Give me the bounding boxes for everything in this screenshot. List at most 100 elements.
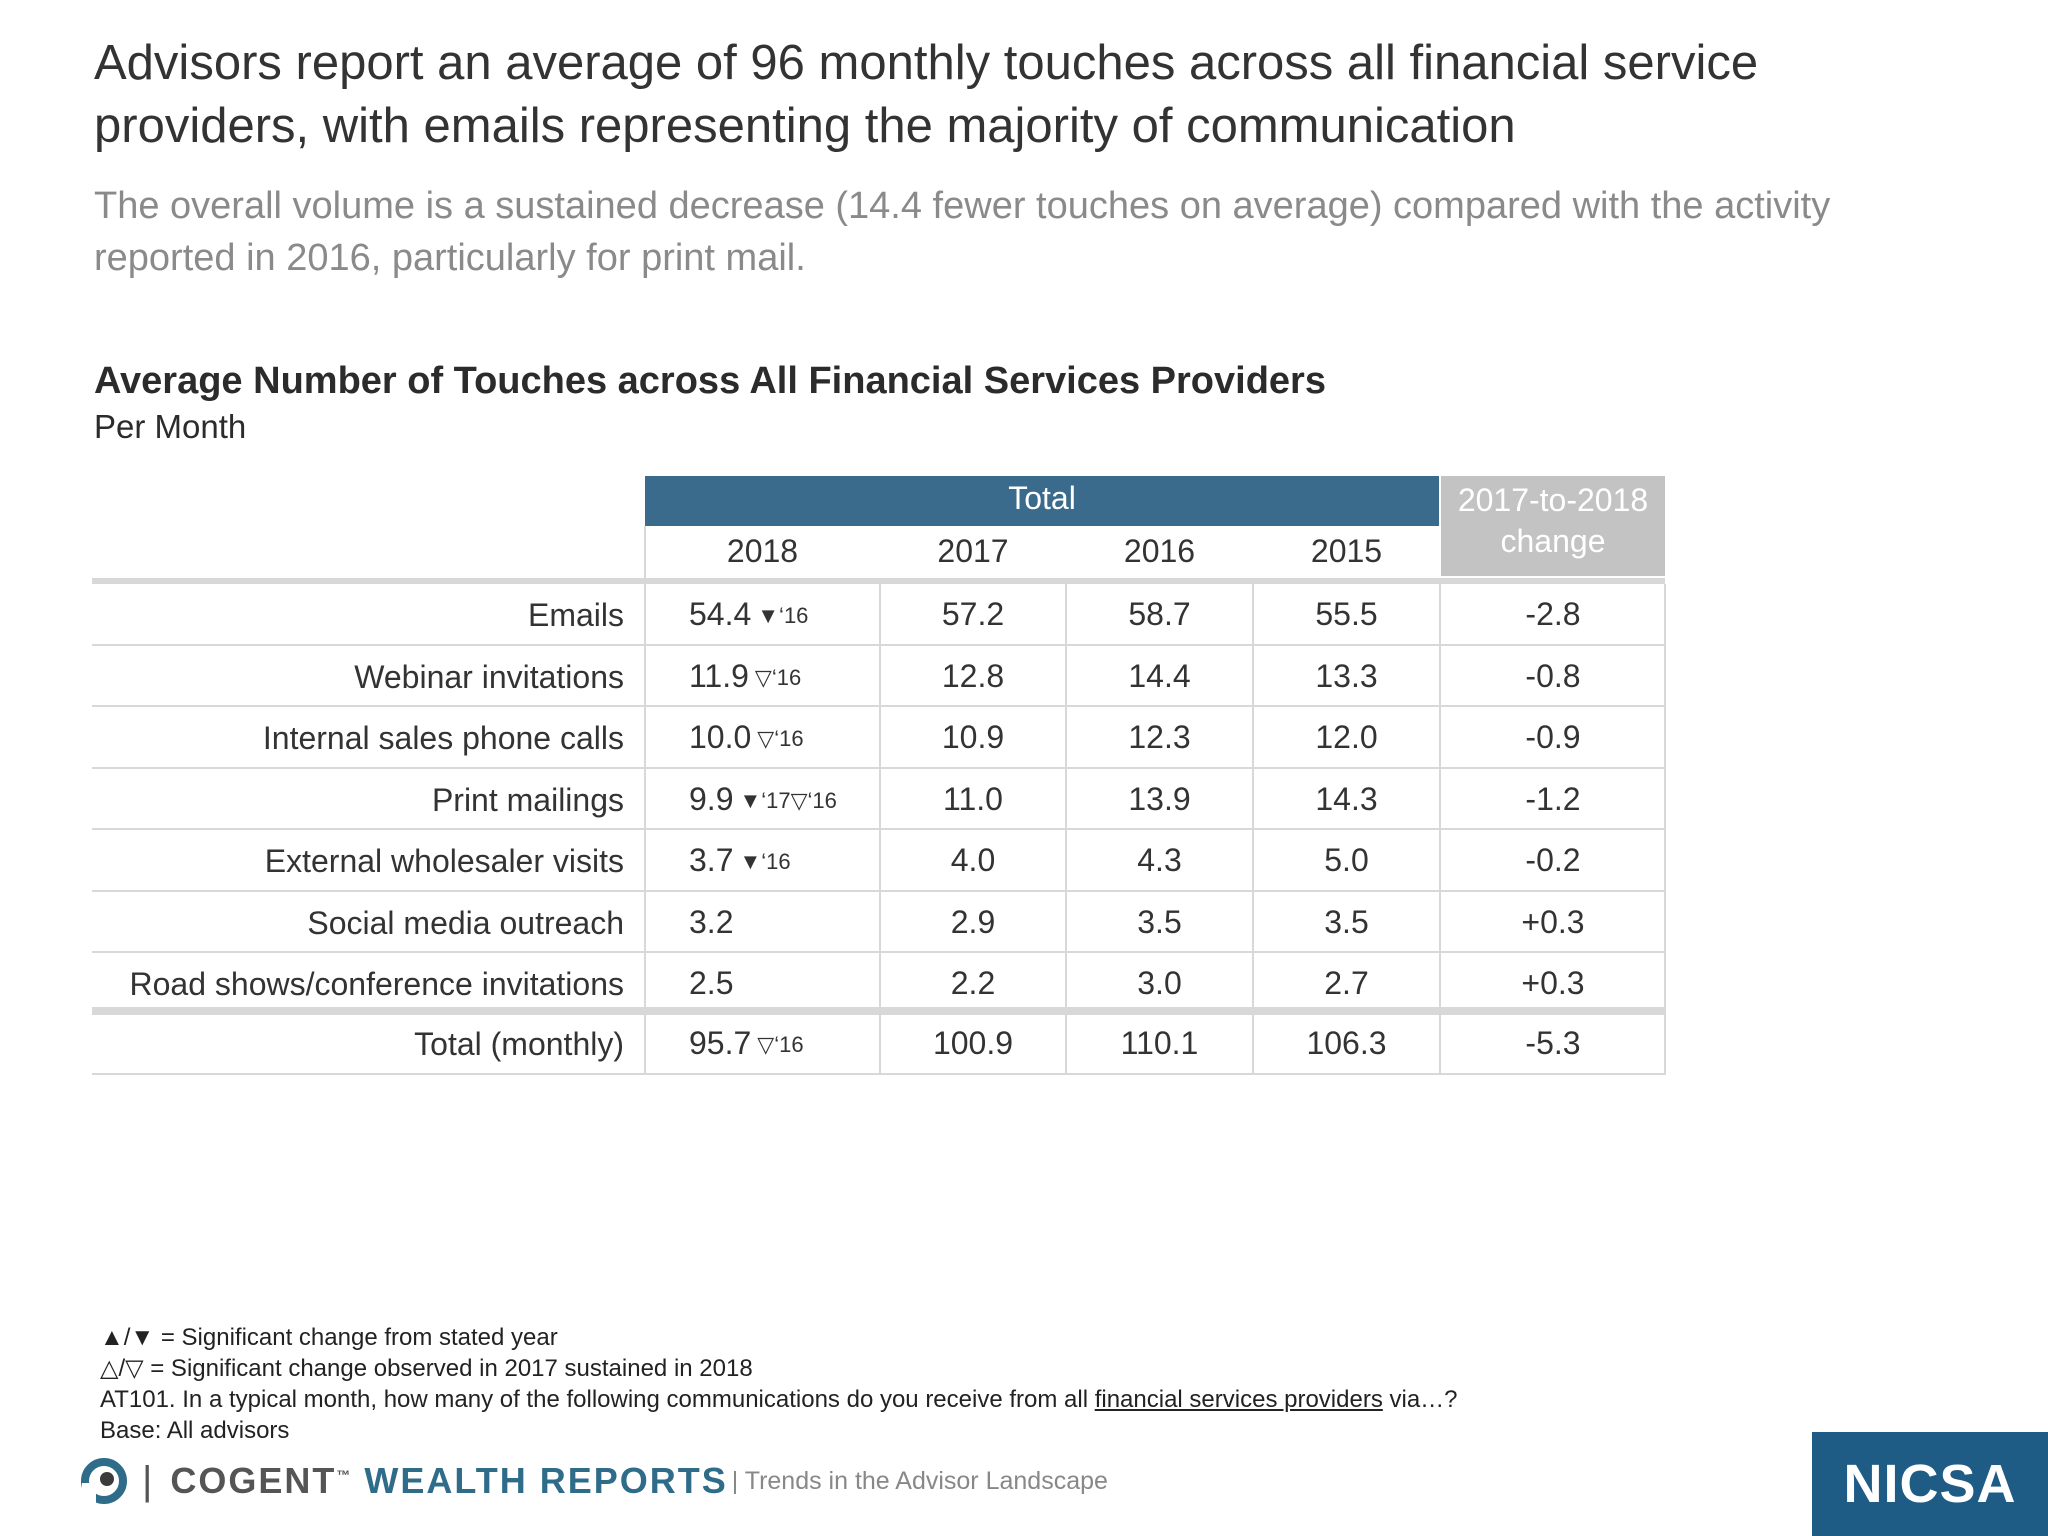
column-divider — [1664, 768, 1666, 830]
column-divider — [1065, 707, 1067, 769]
column-divider — [1065, 830, 1067, 892]
column-divider — [1439, 1013, 1441, 1075]
column-divider — [644, 1013, 646, 1075]
table-row — [92, 646, 1665, 707]
table-row — [92, 830, 1665, 892]
cell-value: 4.0 — [950, 842, 996, 878]
column-divider — [1664, 1013, 1666, 1075]
row-label: Webinar invitations — [354, 658, 624, 695]
cell-v2016: 58.7 — [1066, 594, 1253, 634]
question-prefix: AT101. In a typical month, how many of t… — [100, 1386, 1095, 1413]
cell-value: 10.9 — [941, 719, 1005, 755]
page-subtitle: The overall volume is a sustained decrea… — [94, 185, 1831, 279]
column-divider — [879, 707, 881, 769]
cell-v2015: 106.3 — [1253, 1023, 1440, 1063]
footnotes: ▲/▼ = Significant change from stated yea… — [100, 1322, 1458, 1446]
year-header-2017: 2017 — [937, 533, 1009, 569]
column-divider — [644, 768, 646, 830]
column-divider — [644, 584, 646, 646]
row-label: Total (monthly) — [414, 1026, 624, 1062]
significance-marker: ▼‘17▽‘16 — [739, 787, 837, 813]
cell-change: -1.2 — [1441, 779, 1665, 819]
column-divider — [1252, 830, 1254, 892]
column-divider — [1664, 584, 1666, 646]
brand-cogent: COGENT — [170, 1460, 337, 1501]
column-divider — [1252, 891, 1254, 953]
table-row — [92, 953, 1665, 1015]
column-divider — [1252, 584, 1254, 646]
column-divider — [1065, 1013, 1067, 1075]
cell-value: 11.9 — [689, 657, 749, 694]
row-label: Internal sales phone calls — [262, 720, 624, 756]
column-divider — [879, 891, 881, 953]
change-header-line2: change — [1500, 523, 1606, 559]
cell-v2017: 2.9 — [880, 902, 1066, 942]
cell-v2016: 3.5 — [1066, 902, 1253, 942]
cell-value: 13.9 — [1128, 780, 1191, 817]
column-divider — [1664, 953, 1666, 1015]
cogent-logo-icon — [81, 1458, 127, 1504]
cell-value: 4.3 — [1137, 842, 1182, 878]
cell-v2017: 4.0 — [880, 840, 1066, 880]
footer-divider-icon: | — [142, 1458, 153, 1503]
column-divider — [1664, 830, 1666, 892]
significance-marker: ▽‘16 — [754, 664, 802, 690]
year-header-2015: 2015 — [1310, 533, 1383, 569]
total-row — [92, 1013, 1665, 1075]
cell-value: -1.2 — [1525, 780, 1581, 817]
cell-v2017: 12.8 — [880, 656, 1066, 696]
cell-value: 2.5 — [689, 965, 734, 1001]
year-header-2016: 2016 — [1123, 533, 1196, 569]
row-label: Social media outreach — [307, 904, 624, 941]
significance-marker: ▼‘16 — [739, 849, 791, 874]
cell-value: 3.5 — [1324, 903, 1369, 940]
cell-v2016: 14.4 — [1066, 656, 1253, 696]
cell-value: 5.0 — [1324, 842, 1369, 878]
cell-v2016: 4.3 — [1066, 840, 1253, 880]
cell-value: -5.3 — [1525, 1025, 1581, 1061]
cell-v2017: 57.2 — [880, 594, 1066, 634]
column-divider — [1664, 707, 1666, 769]
footer-brand: | COGENT™ WEALTH REPORTS | Trends in the… — [80, 1456, 1108, 1506]
cell-v2016: 13.9 — [1066, 779, 1253, 819]
total-group-header: Total — [645, 476, 1439, 526]
cell-value: 3.7 — [689, 842, 734, 878]
row-label: Emails — [527, 597, 624, 633]
header-rule — [92, 578, 1665, 584]
cell-v2015: 5.0 — [1253, 840, 1440, 880]
cell-value: 57.2 — [941, 596, 1005, 632]
cell-value: 3.2 — [689, 903, 734, 940]
cell-value: 106.3 — [1306, 1025, 1387, 1061]
column-divider — [644, 645, 646, 707]
column-divider — [1439, 584, 1441, 646]
column-divider — [1065, 645, 1067, 707]
column-divider — [644, 891, 646, 953]
cell-change: -0.8 — [1441, 656, 1665, 696]
cell-value: 58.7 — [1128, 596, 1191, 632]
cell-change: +0.3 — [1441, 902, 1665, 942]
cell-v2018: 11.9 ▽‘16 — [645, 656, 880, 698]
column-divider — [644, 707, 646, 769]
cell-v2017: 11.0 — [880, 779, 1066, 819]
cell-value: 100.9 — [932, 1025, 1014, 1061]
column-divider — [879, 1013, 881, 1075]
significance-marker: ▼‘16 — [757, 603, 809, 628]
column-divider — [1439, 768, 1441, 830]
table-title: Average Number of Touches across All Fin… — [94, 360, 1326, 402]
cell-value: 3.5 — [1137, 903, 1182, 940]
cell-value: 2.2 — [950, 965, 996, 1001]
column-divider — [1065, 768, 1067, 830]
row-label: Road shows/conference invitations — [129, 966, 625, 1002]
cell-change: +0.3 — [1441, 963, 1665, 1003]
column-divider — [1439, 707, 1441, 769]
column-divider — [1252, 768, 1254, 830]
significance-marker: ▽‘16 — [757, 726, 804, 751]
cell-v2015: 3.5 — [1253, 902, 1440, 942]
table-row — [92, 892, 1665, 953]
footnote-question: AT101. In a typical month, how many of t… — [100, 1384, 1458, 1415]
column-divider — [644, 830, 646, 892]
cell-value: -0.2 — [1525, 842, 1581, 878]
column-divider — [879, 768, 881, 830]
cell-value: -0.9 — [1525, 719, 1581, 755]
page-title: Advisors report an average of 96 monthly… — [94, 36, 1759, 153]
